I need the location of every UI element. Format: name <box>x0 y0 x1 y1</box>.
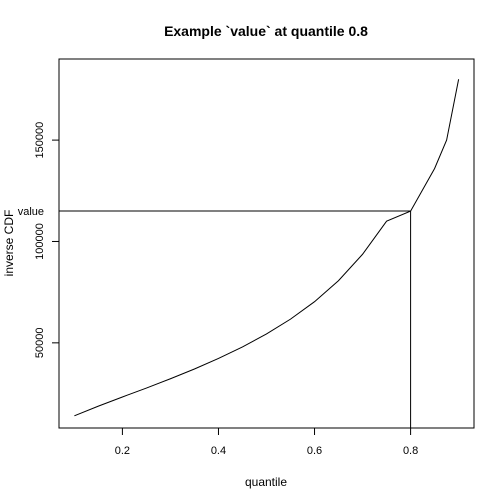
x-axis: 0.2 0.4 0.6 0.8 <box>115 428 418 457</box>
x-tick-label: 0.2 <box>115 445 130 457</box>
annotation-value-label: value <box>18 206 44 218</box>
y-tick-label: 50000 <box>34 328 46 359</box>
series-line <box>74 79 458 416</box>
y-axis: 50000 100000 150000 <box>34 122 59 358</box>
y-axis-label: inverse CDF <box>2 210 16 277</box>
y-tick-label: 150000 <box>34 122 46 159</box>
x-tick-label: 0.4 <box>211 445 226 457</box>
x-tick-label: 0.6 <box>307 445 322 457</box>
x-tick-label: 0.8 <box>403 445 418 457</box>
x-axis-label: quantile <box>245 475 287 489</box>
plot-frame <box>59 59 474 428</box>
y-tick-label: 100000 <box>34 223 46 260</box>
chart-title: Example `value` at quantile 0.8 <box>164 23 368 39</box>
